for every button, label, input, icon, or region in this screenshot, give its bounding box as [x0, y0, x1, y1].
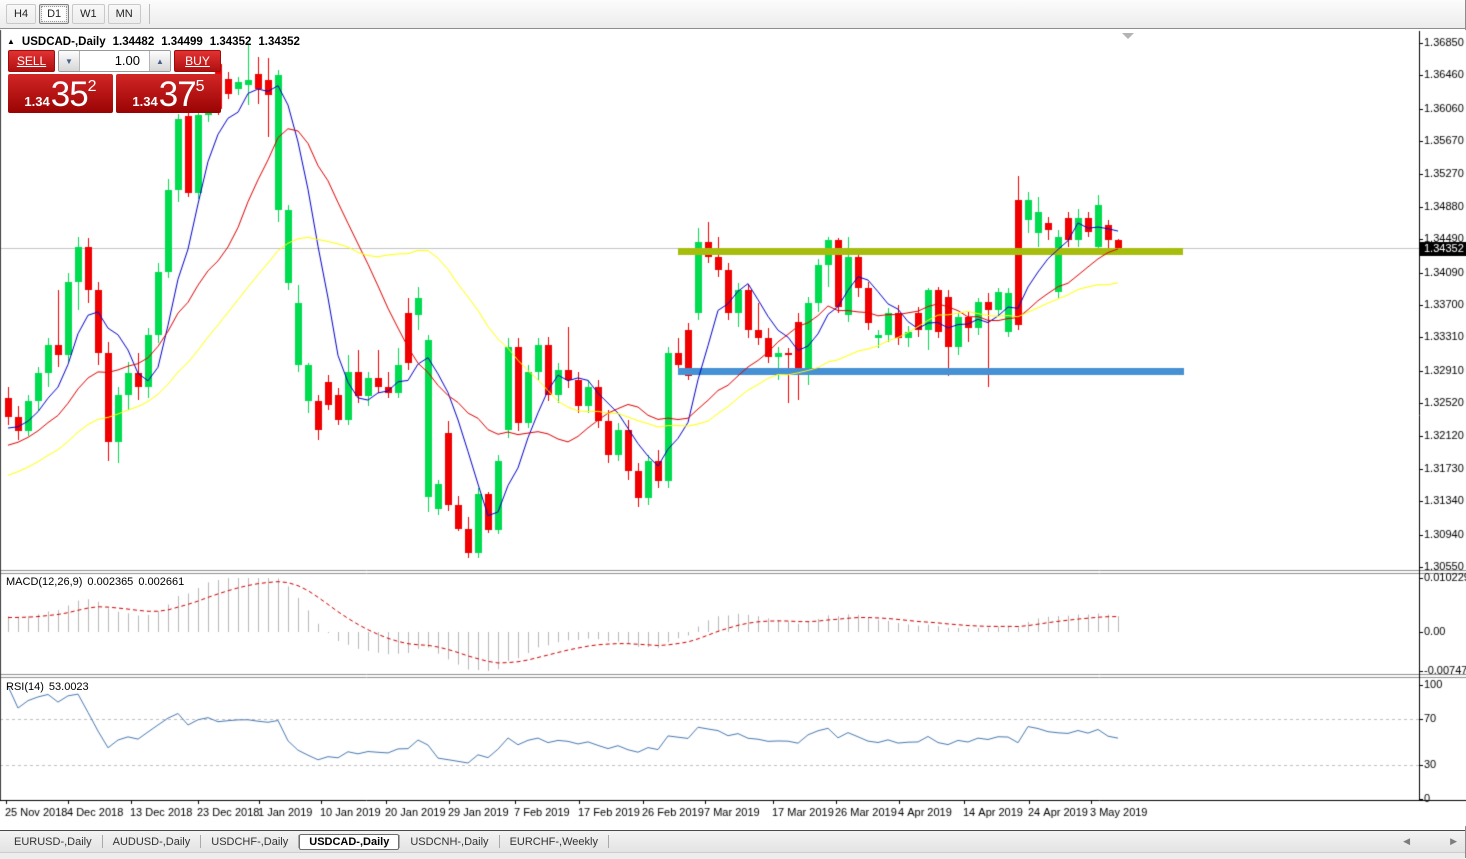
- ask-pips: 37: [158, 75, 197, 114]
- ohlc-low: 1.34352: [209, 36, 252, 48]
- ohlc-open: 1.34482: [112, 36, 155, 48]
- ohlc-high: 1.34499: [161, 36, 203, 48]
- toolbar-separator: [148, 4, 150, 24]
- timeframe-tab-H4[interactable]: H4: [6, 4, 37, 24]
- ohlc-close: 1.34352: [258, 36, 300, 48]
- collapse-chart-icon[interactable]: ▲: [7, 37, 15, 46]
- tab-divider: [200, 835, 202, 848]
- volume-decrease-icon[interactable]: ▼: [59, 51, 80, 71]
- timeframe-tabs: H4 D1 W1 MN: [6, 4, 144, 24]
- tab-divider: [607, 835, 609, 848]
- buy-button[interactable]: BUY: [174, 50, 221, 72]
- macd-value-1: 0.002365: [87, 576, 134, 588]
- tab-scroll-controls: ◀ ▶: [1403, 836, 1457, 847]
- symbol-tabbar: EURUSD-,Daily AUDUSD-,Daily USDCHF-,Daily U…: [0, 830, 1465, 852]
- tab-divider: [298, 835, 300, 848]
- symbol-tab-USDCNH[interactable]: USDCNH-,Daily: [410, 835, 489, 848]
- timeframe-tab-W1[interactable]: W1: [72, 4, 105, 24]
- one-click-trade-widget: SELL ▼ ▲ BUY 1.34 35 2 1.34 37 5: [8, 50, 221, 113]
- tab-divider: [101, 835, 103, 848]
- rsi-title: RSI(14): [6, 681, 44, 693]
- ask-point: 5: [195, 78, 205, 95]
- symbol-tab-USDCAD[interactable]: USDCAD-,Daily: [299, 833, 400, 850]
- tab-divider: [399, 835, 401, 848]
- bid-pips: 35: [50, 75, 89, 114]
- volume-input[interactable]: [80, 51, 149, 71]
- timeframe-tab-D1[interactable]: D1: [39, 4, 70, 24]
- symbol-title: USDCAD-,Daily: [21, 36, 106, 48]
- symbol-tab-EURCHF[interactable]: EURCHF-,Weekly: [509, 835, 598, 848]
- macd-header: MACD(12,26,9) 0.002365 0.002661: [6, 576, 184, 588]
- tab-scroll-right-icon[interactable]: ▶: [1450, 836, 1457, 846]
- rsi-value: 53.0023: [48, 681, 89, 693]
- macd-title: MACD(12,26,9): [6, 576, 83, 588]
- sell-button[interactable]: SELL: [8, 50, 55, 72]
- volume-stepper: ▼ ▲: [58, 50, 171, 72]
- bid-price-panel[interactable]: 1.34 35 2: [8, 74, 113, 113]
- tab-divider: [498, 835, 500, 848]
- symbol-tab-USDCHF[interactable]: USDCHF-,Daily: [211, 835, 289, 848]
- tab-scroll-left-icon[interactable]: ◀: [1403, 836, 1411, 846]
- symbol-tabs: EURUSD-,Daily AUDUSD-,Daily USDCHF-,Daily U…: [4, 833, 609, 850]
- bid-prefix: 1.34: [24, 94, 50, 109]
- volume-increase-icon[interactable]: ▲: [149, 51, 170, 71]
- scroll-to-end-icon[interactable]: [1122, 33, 1134, 39]
- ask-prefix: 1.34: [132, 94, 158, 109]
- status-strip: [0, 852, 1465, 859]
- timeframe-toolbar: H4 D1 W1 MN: [0, 0, 1465, 29]
- timeframe-tab-MN[interactable]: MN: [107, 4, 141, 24]
- macd-value-2: 0.002661: [138, 576, 185, 588]
- bid-point: 2: [87, 78, 97, 95]
- symbol-tab-EURUSD[interactable]: EURUSD-,Daily: [14, 835, 92, 848]
- rsi-header: RSI(14) 53.0023: [6, 681, 89, 693]
- chart-header: ▲ USDCAD-,Daily 1.34482 1.34499 1.34352 …: [7, 36, 300, 48]
- ask-price-panel[interactable]: 1.34 37 5: [116, 74, 221, 113]
- symbol-tab-AUDUSD[interactable]: AUDUSD-,Daily: [112, 835, 191, 848]
